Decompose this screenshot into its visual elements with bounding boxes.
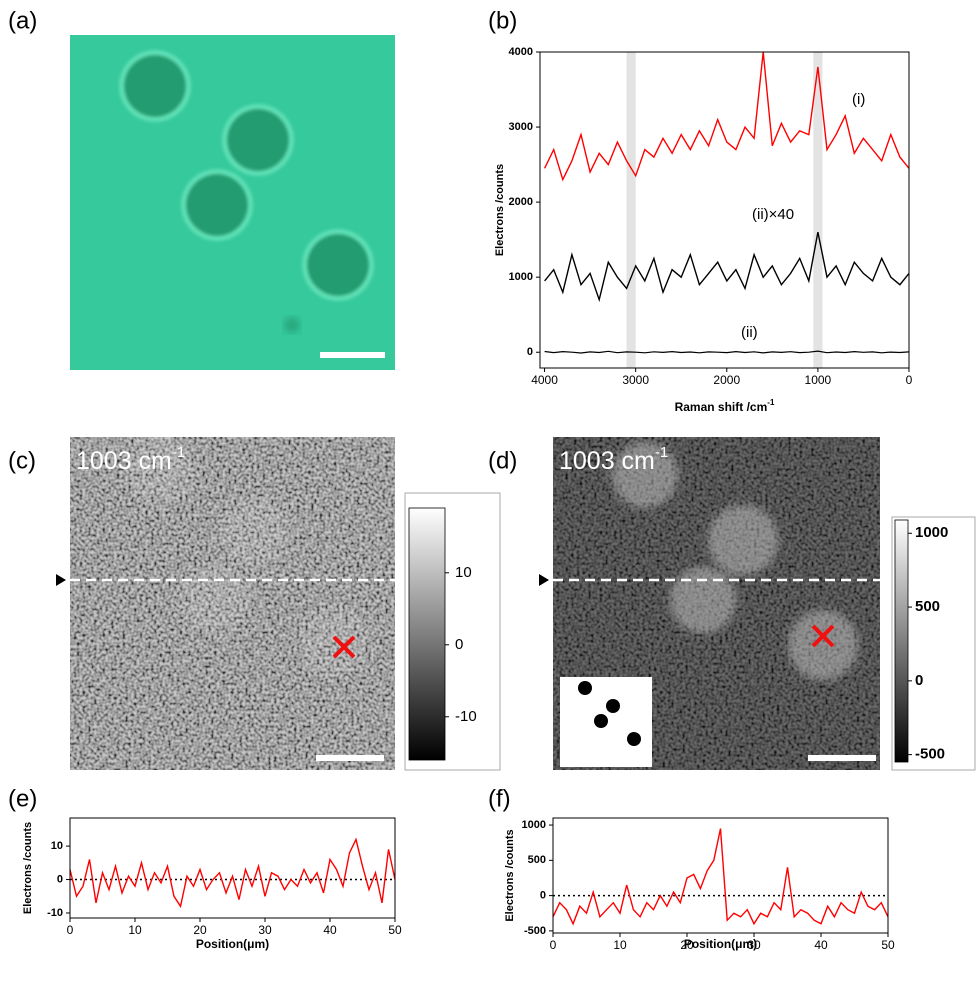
raman-map: [553, 437, 880, 770]
series-annotation: (i): [852, 91, 865, 108]
y-tick-label: 0: [540, 890, 546, 902]
colorbar-box: [891, 516, 976, 771]
x-axis-label-text: Raman shift /cm: [675, 400, 768, 414]
x-tick-label: 10: [128, 923, 142, 937]
y-axis-label: Electrons /counts: [504, 829, 516, 921]
panel-label: (e): [8, 785, 37, 812]
panel-label: (f): [488, 785, 511, 812]
x-tick-label: 3000: [622, 373, 649, 387]
x-axis-label: Position(μm): [196, 937, 269, 951]
colorbar-tick-label: 0: [915, 672, 923, 689]
plot-frame: [69, 817, 396, 919]
x-axis-label-text: Position(μm): [684, 937, 757, 951]
series-line: [69, 837, 396, 909]
annotation-superscript: -1: [172, 444, 185, 461]
x-tick-label: 50: [388, 923, 402, 937]
x-tick-label: 20: [680, 938, 694, 952]
series-line: [544, 231, 910, 303]
cross-marker: [811, 624, 835, 648]
y-tick-label: 4000: [509, 46, 533, 58]
y-tick-label: 0: [527, 346, 533, 358]
x-tick-label: 40: [323, 923, 337, 937]
panel-label: (a): [8, 7, 37, 34]
x-tick-label: 20: [193, 923, 207, 937]
colorbar-tick-label: 500: [915, 598, 940, 615]
colorbar-tick-label: -500: [915, 746, 945, 763]
y-tick-label: 1000: [509, 271, 533, 283]
optical-image: [70, 35, 395, 370]
x-tick-label: 30: [747, 938, 761, 952]
cross-marker: [332, 635, 356, 659]
x-tick-label: 10: [613, 938, 627, 952]
colorbar-box: [404, 492, 501, 771]
x-tick-label: 1000: [805, 373, 832, 387]
highlight-band: [813, 52, 823, 368]
x-tick-label: 30: [258, 923, 272, 937]
panel-label: (c): [8, 447, 36, 474]
series-annotation: (ii): [741, 324, 758, 341]
y-tick-label: 1000: [522, 819, 546, 831]
colorbar-tick-label: 10: [455, 564, 472, 581]
panel-label: (d): [488, 447, 517, 474]
y-tick-label: 2000: [509, 196, 533, 208]
raman-map: [70, 437, 395, 770]
x-tick-label: 4000: [531, 373, 558, 387]
highlight-band: [626, 52, 636, 368]
series-annotation: (ii)×40: [752, 206, 794, 223]
series-line: [544, 350, 910, 354]
x-tick-label: 50: [881, 938, 895, 952]
colorbar-tick-label: -10: [455, 708, 477, 725]
panel-label: (b): [488, 7, 517, 34]
annotation-superscript: -1: [655, 444, 668, 461]
series-line: [543, 51, 910, 182]
y-tick-label: -500: [524, 925, 546, 937]
mask-inset: [560, 677, 652, 767]
y-tick-label: 0: [57, 873, 63, 885]
scale-bar: [316, 755, 384, 761]
colorbar-tick-label: 0: [455, 636, 463, 653]
x-axis-label-text: Position(μm): [196, 937, 269, 951]
map-annotation: 1003 cm-1: [76, 444, 185, 475]
profile-marker: [56, 574, 66, 586]
x-tick-label: 2000: [713, 373, 740, 387]
profile-marker: [539, 574, 549, 586]
plot-frame: [552, 817, 889, 934]
annotation-text: 1003 cm: [76, 447, 172, 475]
y-axis-label: Electrons /counts: [22, 822, 34, 914]
x-tick-label: 40: [814, 938, 828, 952]
series-line: [552, 828, 889, 926]
scale-bar: [320, 352, 385, 358]
y-tick-label: 10: [51, 840, 63, 852]
y-tick-label: 500: [528, 854, 546, 866]
y-tick-label: -10: [47, 907, 63, 919]
colorbar: [408, 507, 446, 761]
scale-bar: [808, 755, 876, 761]
x-axis-label-superscript: -1: [767, 398, 775, 407]
x-axis-label: Raman shift /cm-1: [675, 398, 775, 414]
x-tick-label: 0: [67, 923, 74, 937]
x-tick-label: 0: [906, 373, 913, 387]
y-tick-label: 3000: [509, 121, 533, 133]
colorbar-tick-label: 1000: [915, 524, 948, 541]
x-axis-label: Position(μm): [684, 937, 757, 951]
plot-frame: [539, 51, 910, 369]
x-tick-label: 0: [550, 938, 557, 952]
map-annotation: 1003 cm-1: [559, 444, 668, 475]
y-axis-label: Electrons /counts: [494, 164, 506, 256]
annotation-text: 1003 cm: [559, 447, 655, 475]
colorbar: [894, 519, 909, 763]
